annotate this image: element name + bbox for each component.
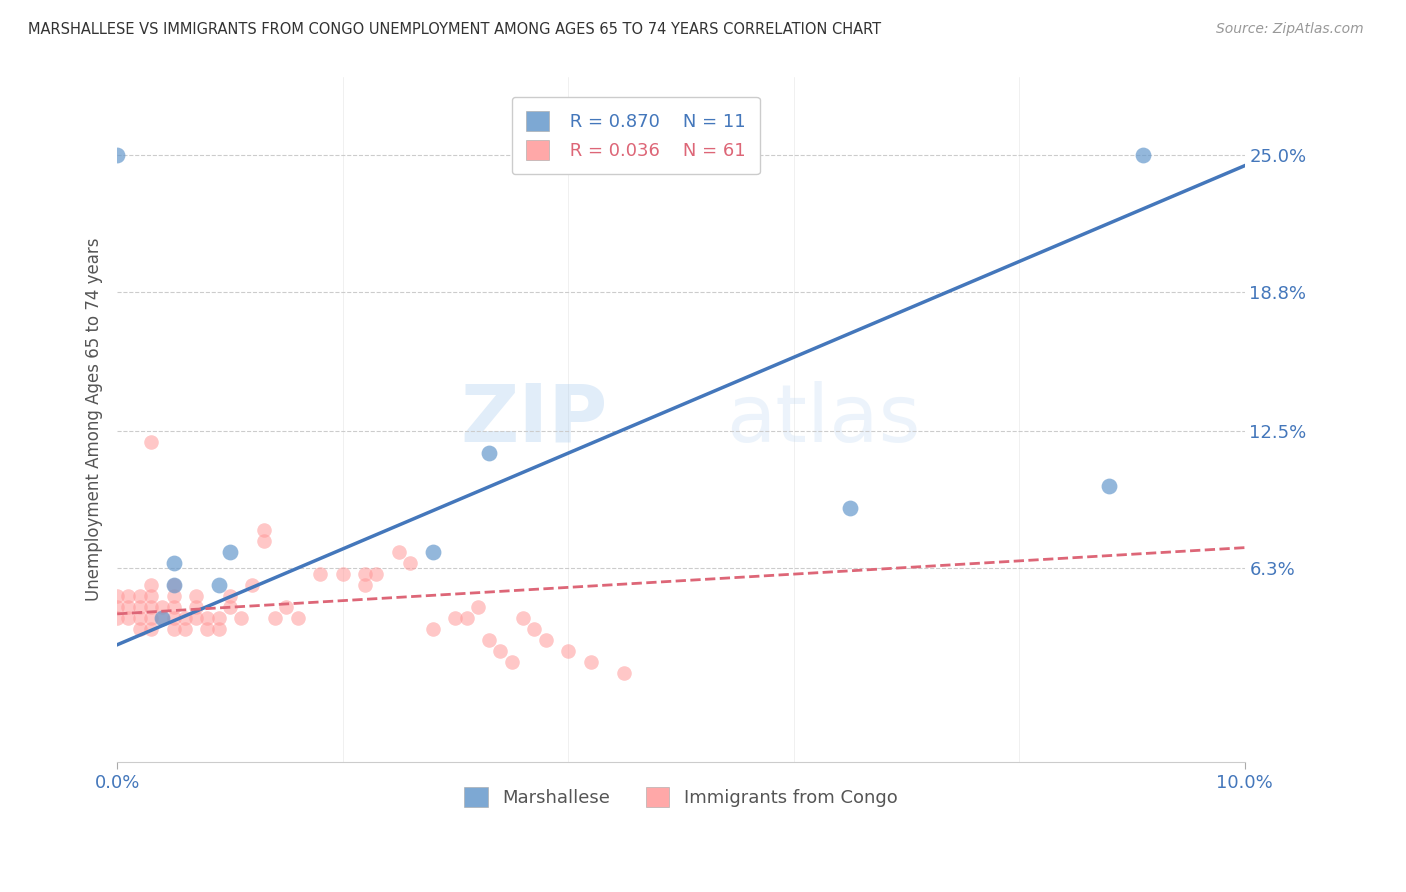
Point (128, 623, 150, 637)
Point (162, 600, 184, 615)
Point (354, 567, 377, 582)
Text: atlas: atlas (725, 381, 921, 458)
Point (139, 589, 162, 603)
Point (444, 611, 467, 625)
Point (422, 623, 444, 637)
Point (388, 545, 411, 559)
Point (1098, 479, 1121, 493)
Point (839, 500, 862, 515)
Point (139, 600, 162, 615)
Point (162, 623, 184, 637)
Point (105, 589, 128, 603)
Point (128, 600, 150, 615)
Point (534, 633, 557, 648)
Point (139, 611, 162, 625)
Point (366, 567, 388, 582)
Point (1132, 147, 1154, 161)
Point (613, 666, 636, 681)
Point (150, 600, 173, 615)
Point (399, 556, 422, 570)
Point (105, 611, 128, 625)
Point (208, 623, 231, 637)
Point (332, 567, 354, 582)
Point (195, 623, 218, 637)
Point (309, 567, 332, 582)
Point (105, 600, 128, 615)
Point (253, 534, 276, 549)
Point (219, 545, 242, 559)
Point (128, 611, 150, 625)
Point (139, 623, 162, 637)
Point (184, 589, 207, 603)
Point (105, 147, 128, 161)
Point (162, 589, 184, 603)
Legend: Marshallese, Immigrants from Congo: Marshallese, Immigrants from Congo (457, 780, 905, 814)
Text: MARSHALLESE VS IMMIGRANTS FROM CONGO UNEMPLOYMENT AMONG AGES 65 TO 74 YEARS CORR: MARSHALLESE VS IMMIGRANTS FROM CONGO UNE… (28, 22, 882, 37)
Point (184, 600, 207, 615)
Point (478, 633, 501, 648)
Point (117, 600, 139, 615)
Point (219, 589, 242, 603)
Point (287, 611, 309, 625)
Text: Source: ZipAtlas.com: Source: ZipAtlas.com (1216, 22, 1364, 37)
Point (557, 644, 579, 658)
Point (139, 578, 162, 592)
Point (354, 578, 377, 592)
Point (184, 611, 207, 625)
Point (231, 611, 253, 625)
Point (162, 611, 184, 625)
Point (219, 600, 242, 615)
Point (139, 434, 162, 449)
Point (162, 578, 184, 592)
Point (208, 611, 231, 625)
Point (150, 611, 173, 625)
Point (173, 611, 195, 625)
Point (162, 578, 184, 592)
Point (489, 644, 512, 658)
Point (128, 589, 150, 603)
Point (523, 623, 546, 637)
Point (276, 600, 298, 615)
Point (117, 611, 139, 625)
Point (117, 589, 139, 603)
Point (501, 656, 523, 670)
Point (264, 611, 287, 625)
Point (208, 578, 231, 592)
Point (242, 578, 264, 592)
Point (456, 611, 478, 625)
Point (467, 600, 489, 615)
Y-axis label: Unemployment Among Ages 65 to 74 years: Unemployment Among Ages 65 to 74 years (86, 238, 103, 601)
Point (173, 623, 195, 637)
Point (195, 611, 218, 625)
Point (478, 446, 501, 460)
Text: ZIP: ZIP (460, 381, 607, 458)
Point (253, 523, 276, 537)
Point (162, 556, 184, 570)
Point (150, 611, 173, 625)
Point (422, 545, 444, 559)
Point (579, 656, 602, 670)
Point (512, 611, 534, 625)
